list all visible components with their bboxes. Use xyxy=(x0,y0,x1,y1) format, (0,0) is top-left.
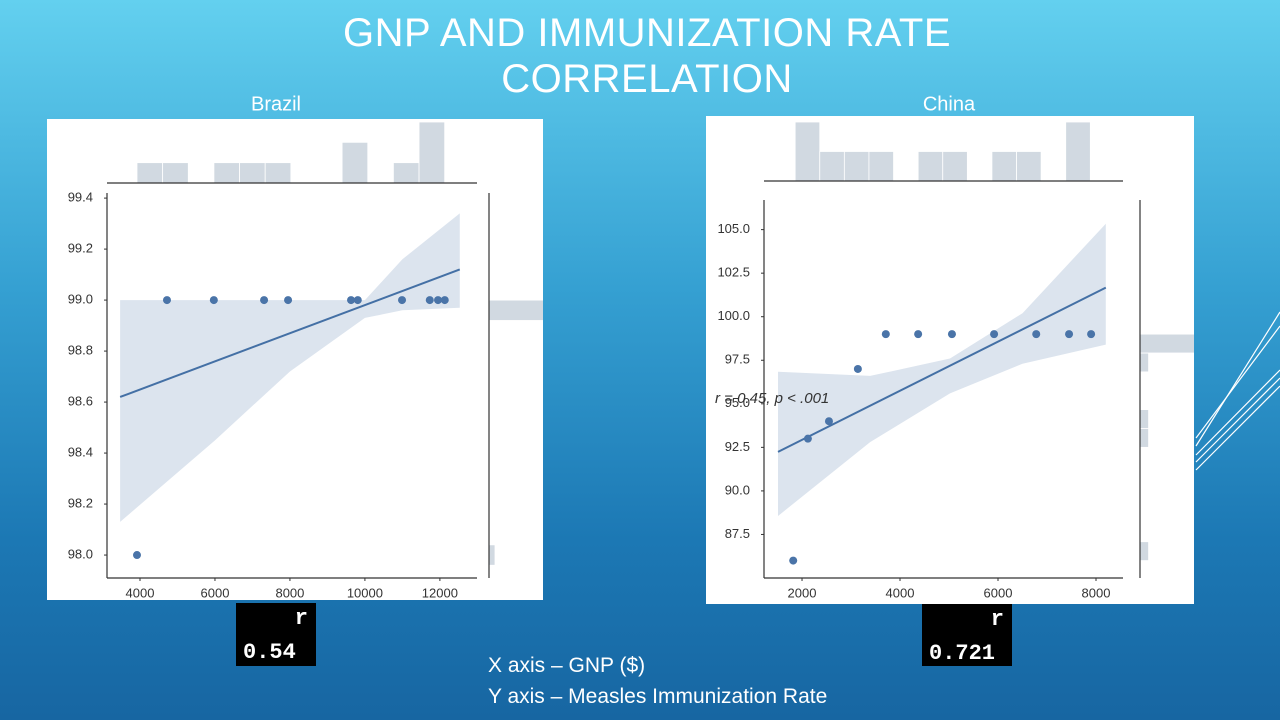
y-hist-bar xyxy=(1139,352,1149,373)
data-point xyxy=(990,330,999,339)
y-tick-label: 98.0 xyxy=(68,546,93,561)
y-tick-label: 100.0 xyxy=(717,308,750,323)
x-hist-bar xyxy=(942,151,968,182)
x-tick-label: 8000 xyxy=(275,585,304,600)
y-tick-label: 98.4 xyxy=(68,445,93,460)
y-tick-label: 99.2 xyxy=(68,241,93,256)
data-point xyxy=(132,551,141,560)
x-hist-bar xyxy=(843,151,870,182)
x-hist-bar xyxy=(213,162,240,184)
x-hist-bar xyxy=(418,121,446,184)
x-tick-label: 4000 xyxy=(126,585,155,600)
data-point xyxy=(440,296,449,305)
x-hist-bar xyxy=(341,141,369,184)
data-point xyxy=(914,330,923,339)
y-tick-label: 99.0 xyxy=(68,292,93,307)
data-point xyxy=(803,434,812,443)
decoration xyxy=(1195,311,1280,471)
data-point xyxy=(853,364,862,373)
x-tick-label: 6000 xyxy=(201,585,230,600)
y-tick-label: 90.0 xyxy=(725,482,750,497)
regression-line xyxy=(119,268,461,398)
data-point xyxy=(1065,330,1074,339)
r-value: 0.721 xyxy=(929,641,995,666)
data-point xyxy=(209,296,218,305)
data-point xyxy=(1032,330,1041,339)
y-hist-bar xyxy=(488,299,543,321)
r-box xyxy=(922,604,1012,666)
x-hist-bar xyxy=(239,162,266,184)
x-tick-label: 4000 xyxy=(886,585,915,600)
x-hist-bar xyxy=(1065,121,1091,182)
y-tick-label: 87.5 xyxy=(725,526,750,541)
y-hist-bar xyxy=(1139,333,1194,354)
data-point xyxy=(353,296,362,305)
data-point xyxy=(947,330,956,339)
x-hist-bar xyxy=(794,121,821,182)
confidence-band xyxy=(120,213,460,522)
x-tick-label: 6000 xyxy=(984,585,1013,600)
chart: 87.5 90.0 92.5 95.0 97.5 100.0 102.5 105.0 2000 4… xyxy=(717,121,1194,600)
y-tick-label: 102.5 xyxy=(717,265,750,280)
y-tick-label: 95.0 xyxy=(725,395,750,410)
x-hist-bar xyxy=(162,162,189,184)
r-header: r xyxy=(991,607,1004,632)
axis-note: Y axis – Measles Immunization Rate xyxy=(488,685,828,708)
axis-note: X axis – GNP ($) xyxy=(488,654,646,677)
data-point xyxy=(425,296,434,305)
data-point xyxy=(881,330,890,339)
data-point xyxy=(398,296,407,305)
y-tick-label: 92.5 xyxy=(725,439,750,454)
y-tick-label: 98.6 xyxy=(68,394,93,409)
data-point xyxy=(284,296,293,305)
x-hist-bar xyxy=(917,151,944,182)
x-tick-label: 2000 xyxy=(788,585,817,600)
regression-line xyxy=(777,286,1107,453)
r-header: r xyxy=(295,606,308,631)
data-point xyxy=(434,296,443,305)
chart-title: Brazil xyxy=(251,93,301,115)
y-tick-label: 98.2 xyxy=(68,495,93,510)
x-hist-bar xyxy=(264,162,292,184)
x-hist-bar xyxy=(136,162,164,184)
x-hist-bar xyxy=(1016,151,1042,182)
y-hist-bar xyxy=(1139,541,1149,561)
y-tick-label: 99.4 xyxy=(68,190,93,205)
y-hist-bar xyxy=(1139,428,1149,448)
x-tick-label: 8000 xyxy=(1082,585,1111,600)
x-tick-label: 12000 xyxy=(422,585,458,600)
x-hist-bar xyxy=(819,151,845,182)
data-point xyxy=(162,296,171,305)
chart-title: China xyxy=(923,93,976,115)
y-tick-label: 97.5 xyxy=(725,352,750,367)
chart: 98.0 98.2 98.4 98.6 98.8 99.0 99.2 99.4 4000 6000… xyxy=(68,121,543,600)
slide-title: GNP AND IMMUNIZATION RATE CORRELATION xyxy=(342,11,952,101)
y-hist-bar xyxy=(488,544,496,566)
x-hist-bar xyxy=(868,151,894,182)
data-point xyxy=(347,296,356,305)
r-value: 0.54 xyxy=(243,640,296,665)
r-box xyxy=(236,603,316,666)
y-tick-label: 98.8 xyxy=(68,343,93,358)
y-hist-bar xyxy=(1139,409,1149,429)
x-hist-bar xyxy=(393,162,420,184)
data-point xyxy=(260,296,269,305)
data-point xyxy=(789,556,798,565)
data-point xyxy=(1087,330,1096,339)
x-tick-label: 10000 xyxy=(347,585,383,600)
x-hist-bar xyxy=(991,151,1017,182)
annotation: r = 0.45, p < .001 xyxy=(715,390,829,407)
y-tick-label: 105.0 xyxy=(717,221,750,236)
data-point xyxy=(824,417,833,426)
